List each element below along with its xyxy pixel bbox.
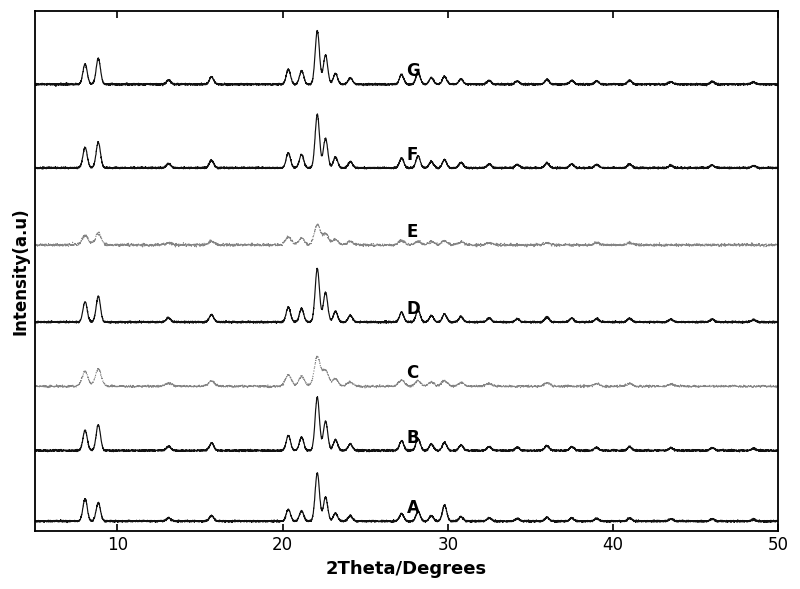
Text: C: C (406, 365, 418, 382)
Y-axis label: Intensity(a.u): Intensity(a.u) (11, 207, 29, 335)
X-axis label: 2Theta/Degrees: 2Theta/Degrees (326, 560, 487, 578)
Text: D: D (406, 300, 420, 318)
Text: A: A (406, 499, 419, 517)
Text: E: E (406, 223, 418, 241)
Text: G: G (406, 62, 420, 81)
Text: F: F (406, 146, 418, 164)
Text: B: B (406, 429, 419, 446)
